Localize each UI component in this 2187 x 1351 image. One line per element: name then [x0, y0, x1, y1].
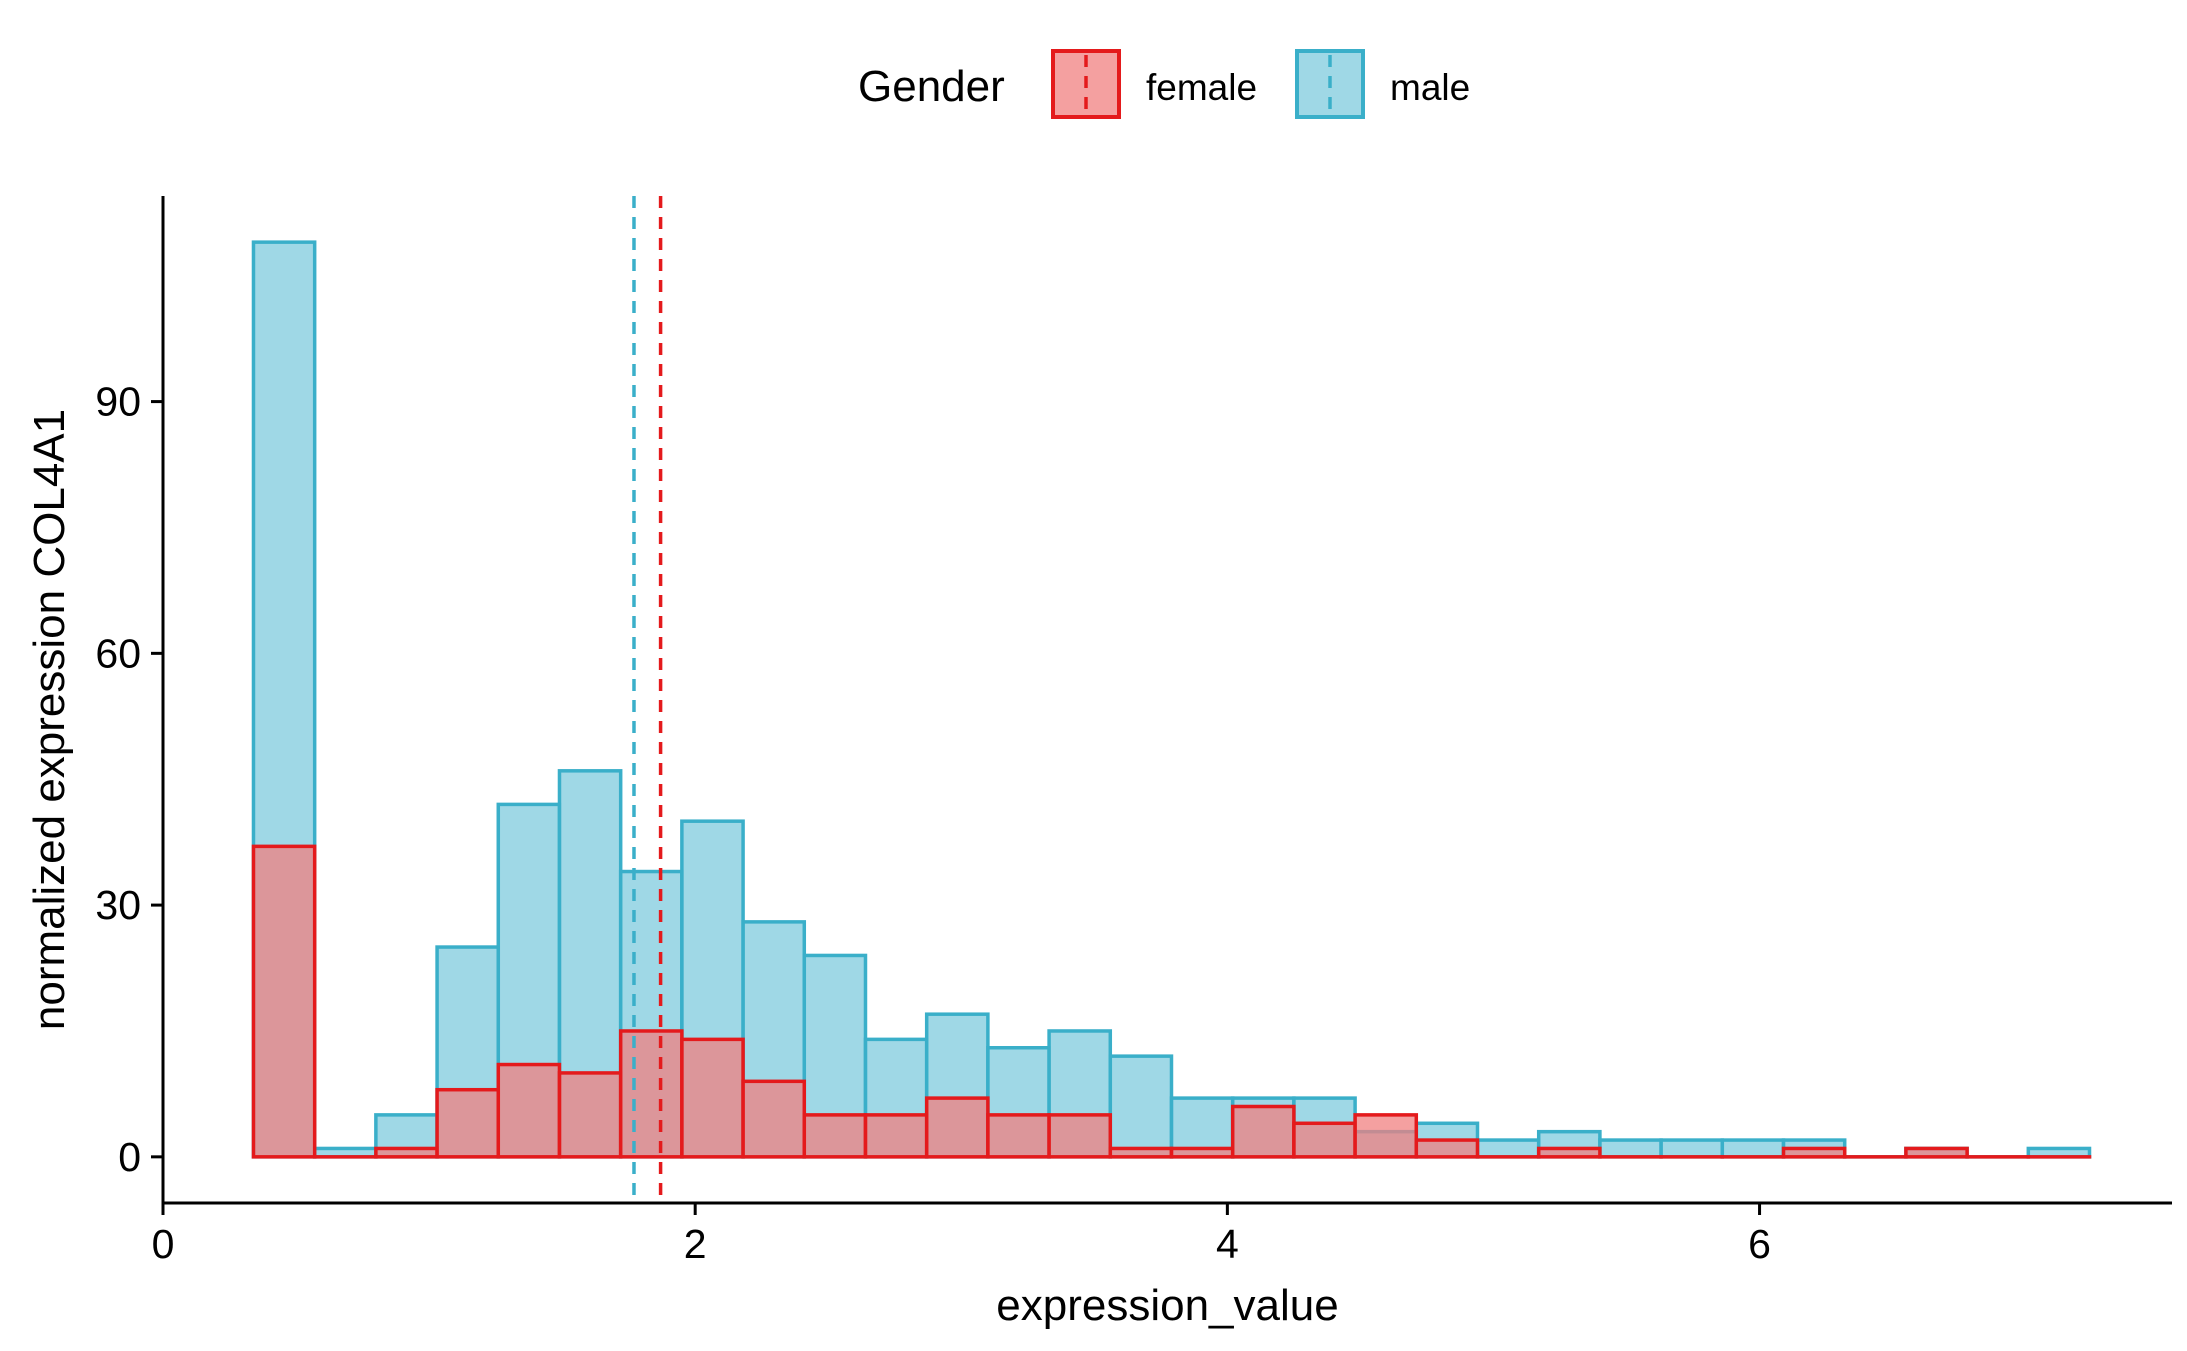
bar-female-18 — [1353, 1113, 1419, 1159]
bar-female-25 — [1781, 1146, 1847, 1159]
x-axis-title: expression_value — [996, 1281, 1338, 1330]
bar-female-13 — [1047, 1113, 1113, 1159]
legend-key-male — [1295, 49, 1365, 119]
bar-female-11 — [924, 1096, 990, 1159]
bar-female-12 — [986, 1113, 1051, 1159]
bar-male-14 — [1108, 1054, 1174, 1159]
y-tick-label-3: 90 — [95, 379, 141, 425]
legend-title: Gender — [858, 62, 1005, 111]
x-tick-label-0: 0 — [152, 1221, 175, 1267]
plot-area — [251, 196, 2092, 1203]
bar-female-17 — [1292, 1121, 1357, 1159]
y-tick-label-0: 0 — [118, 1134, 141, 1180]
bar-female-8 — [741, 1079, 807, 1159]
bar-female-15 — [1169, 1146, 1235, 1159]
bar-female-14 — [1108, 1146, 1174, 1159]
bar-female-6 — [618, 1029, 684, 1159]
bar-female-3 — [435, 1087, 501, 1159]
legend-key-female — [1051, 49, 1121, 119]
y-axis-title: normalized expression COL4A1 — [25, 409, 74, 1030]
y-tick-label-2: 60 — [95, 630, 141, 676]
series-female — [251, 844, 2092, 1159]
bar-male-20 — [1475, 1138, 1541, 1159]
legend: Gender female male — [858, 49, 1470, 119]
bar-female-5 — [557, 1071, 623, 1159]
y-tick-label-1: 30 — [95, 882, 141, 928]
bar-female-9 — [802, 1113, 868, 1159]
legend-label-male: male — [1390, 67, 1470, 108]
bar-female-21 — [1536, 1146, 1602, 1159]
x-tick-label-1: 2 — [684, 1221, 707, 1267]
bar-male-22 — [1598, 1138, 1663, 1159]
bar-male-23 — [1659, 1138, 1725, 1159]
bar-female-27 — [1904, 1146, 1969, 1159]
bar-female-0 — [251, 844, 317, 1159]
legend-label-female: female — [1146, 67, 1257, 108]
bar-female-19 — [1414, 1138, 1480, 1159]
x-tick-label-2: 4 — [1216, 1221, 1239, 1267]
bar-female-16 — [1230, 1104, 1296, 1159]
bar-female-10 — [863, 1113, 929, 1159]
x-tick-label-3: 6 — [1748, 1221, 1771, 1267]
bar-female-4 — [496, 1062, 562, 1159]
bar-female-2 — [374, 1146, 439, 1159]
bar-female-7 — [680, 1037, 745, 1159]
series-male — [251, 240, 2092, 1159]
bar-male-24 — [1720, 1138, 1786, 1159]
